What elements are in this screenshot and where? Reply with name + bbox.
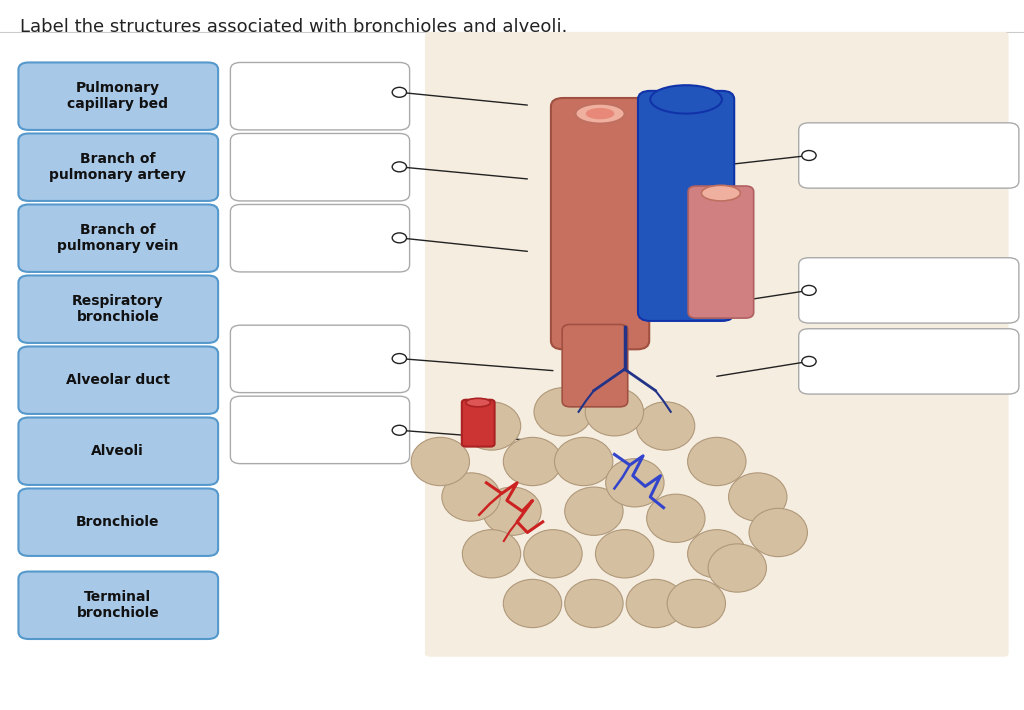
Circle shape [392, 354, 407, 364]
Text: Branch of
pulmonary vein: Branch of pulmonary vein [57, 223, 178, 253]
Ellipse shape [466, 398, 490, 407]
Ellipse shape [647, 494, 705, 542]
FancyBboxPatch shape [799, 258, 1019, 323]
Ellipse shape [701, 185, 740, 201]
FancyBboxPatch shape [688, 186, 754, 318]
Circle shape [392, 233, 407, 243]
FancyBboxPatch shape [18, 275, 218, 343]
Ellipse shape [504, 579, 561, 628]
FancyBboxPatch shape [551, 98, 649, 349]
Ellipse shape [564, 487, 623, 535]
FancyBboxPatch shape [230, 62, 410, 130]
Ellipse shape [504, 437, 561, 486]
Text: Terminal
bronchiole: Terminal bronchiole [77, 590, 159, 620]
Circle shape [392, 87, 407, 97]
Ellipse shape [605, 459, 664, 507]
FancyBboxPatch shape [18, 346, 218, 414]
FancyBboxPatch shape [799, 123, 1019, 188]
Ellipse shape [575, 104, 625, 124]
FancyBboxPatch shape [18, 204, 218, 272]
FancyBboxPatch shape [462, 400, 495, 447]
Ellipse shape [564, 579, 623, 628]
FancyBboxPatch shape [18, 133, 218, 201]
Ellipse shape [535, 388, 592, 436]
Text: Respiratory
bronchiole: Respiratory bronchiole [72, 294, 164, 324]
Circle shape [802, 151, 816, 160]
FancyBboxPatch shape [18, 62, 218, 130]
Ellipse shape [555, 437, 612, 486]
Ellipse shape [483, 487, 541, 535]
Ellipse shape [585, 388, 643, 436]
Ellipse shape [411, 437, 469, 486]
Ellipse shape [462, 530, 520, 578]
Ellipse shape [688, 530, 745, 578]
FancyBboxPatch shape [18, 572, 218, 639]
FancyBboxPatch shape [18, 417, 218, 485]
Ellipse shape [586, 108, 614, 119]
Circle shape [392, 162, 407, 172]
Ellipse shape [626, 579, 684, 628]
Text: Branch of
pulmonary artery: Branch of pulmonary artery [49, 152, 186, 182]
FancyBboxPatch shape [562, 324, 628, 407]
Text: Pulmonary
capillary bed: Pulmonary capillary bed [68, 81, 168, 111]
FancyBboxPatch shape [18, 488, 218, 556]
Ellipse shape [462, 402, 520, 450]
FancyBboxPatch shape [425, 32, 1009, 657]
FancyBboxPatch shape [230, 396, 410, 464]
Ellipse shape [524, 530, 582, 578]
Text: Alveoli: Alveoli [91, 444, 144, 458]
Ellipse shape [650, 85, 722, 114]
Text: Bronchiole: Bronchiole [76, 515, 160, 529]
Ellipse shape [637, 402, 694, 450]
Ellipse shape [688, 437, 745, 486]
Circle shape [802, 285, 816, 295]
Ellipse shape [668, 579, 725, 628]
Ellipse shape [596, 530, 653, 578]
Text: Label the structures associated with bronchioles and alveoli.: Label the structures associated with bro… [20, 18, 568, 36]
FancyBboxPatch shape [230, 133, 410, 201]
FancyBboxPatch shape [799, 329, 1019, 394]
Circle shape [802, 356, 816, 366]
Ellipse shape [709, 544, 766, 592]
FancyBboxPatch shape [638, 91, 734, 321]
FancyBboxPatch shape [230, 325, 410, 393]
Ellipse shape [729, 473, 786, 521]
Ellipse shape [750, 508, 807, 557]
FancyBboxPatch shape [230, 204, 410, 272]
Circle shape [392, 425, 407, 435]
Text: Alveolar duct: Alveolar duct [66, 373, 170, 387]
Ellipse shape [442, 473, 501, 521]
